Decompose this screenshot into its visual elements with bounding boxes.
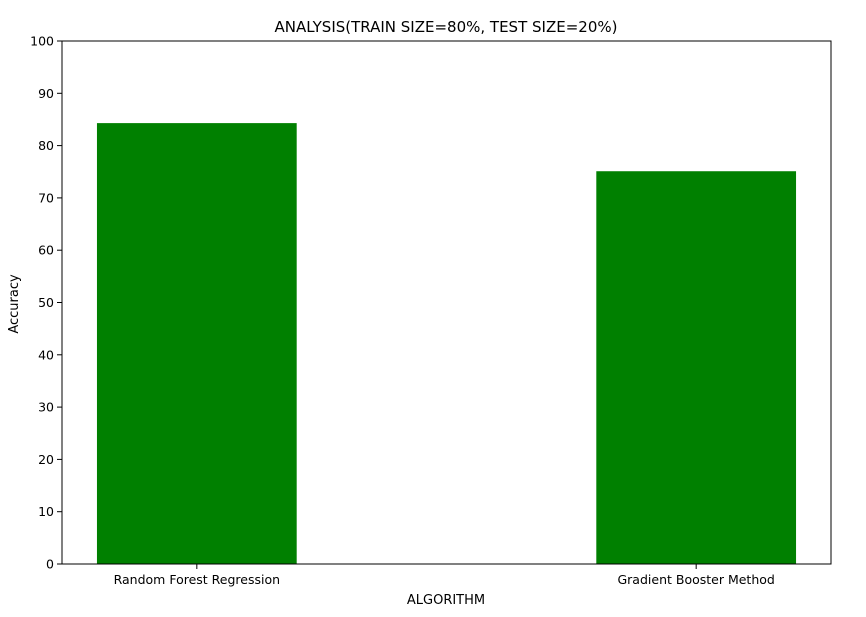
y-tick-label: 30 (38, 400, 54, 415)
y-tick-label: 20 (38, 452, 54, 467)
y-axis-ticks: 0 10 20 30 40 50 60 70 80 90 100 (30, 34, 62, 572)
y-tick-label: 70 (38, 190, 54, 205)
y-tick-label: 100 (30, 34, 54, 49)
y-tick-label: 80 (38, 138, 54, 153)
x-axis-label: ALGORITHM (407, 593, 485, 608)
y-tick-label: 50 (38, 295, 54, 310)
bars (96, 123, 797, 565)
y-tick-label: 60 (38, 243, 54, 258)
bar (596, 171, 797, 565)
y-axis-label: Accuracy (7, 274, 22, 334)
x-tick-label: Random Forest Regression (114, 572, 280, 587)
chart-title: ANALYSIS(TRAIN SIZE=80%, TEST SIZE=20%) (275, 18, 618, 36)
x-tick-label: Gradient Booster Method (617, 572, 774, 587)
y-tick-label: 10 (38, 504, 54, 519)
y-tick-label: 0 (46, 557, 54, 572)
y-tick-label: 40 (38, 347, 54, 362)
plot-frame (61, 40, 832, 565)
bar (96, 123, 297, 565)
x-axis-ticks: Random Forest Regression Gradient Booster… (114, 564, 775, 587)
y-tick-label: 90 (38, 86, 54, 101)
